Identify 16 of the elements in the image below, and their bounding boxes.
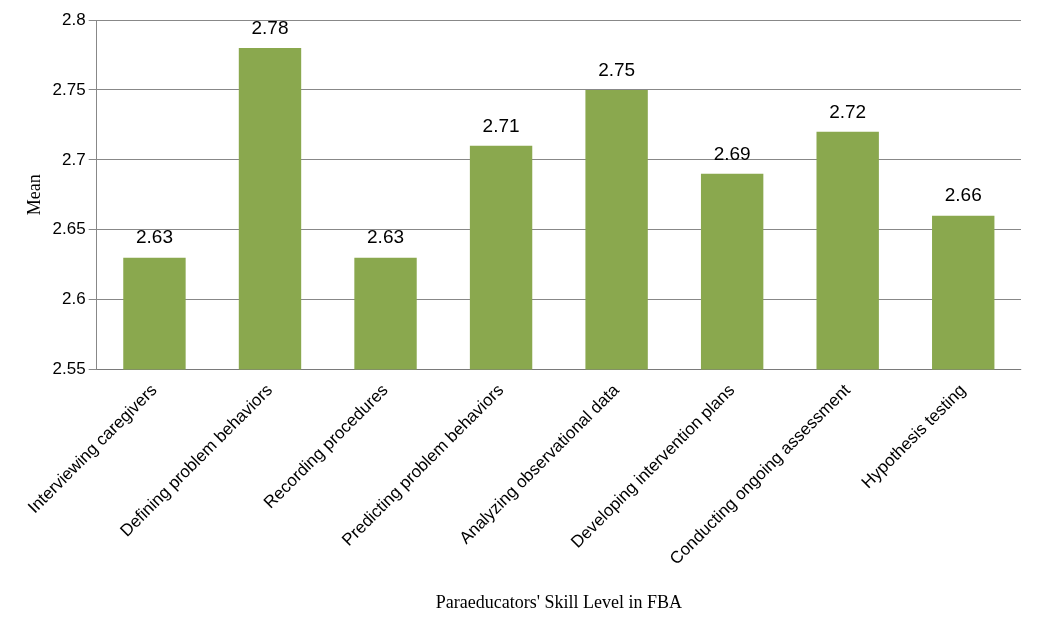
data-label: 2.72 <box>829 100 867 122</box>
y-tick-label: 2.65 <box>52 219 86 239</box>
x-axis-title: Paraeducators' Skill Level in FBA <box>435 591 682 612</box>
y-tick-label: 2.75 <box>52 79 86 99</box>
data-label: 2.75 <box>598 58 636 80</box>
y-tick-label: 2.6 <box>62 289 86 309</box>
data-label: 2.71 <box>482 114 520 136</box>
data-label: 2.63 <box>367 226 405 248</box>
data-label: 2.69 <box>713 142 751 164</box>
y-tick-label: 2.7 <box>62 149 86 169</box>
data-label: 2.66 <box>944 184 982 206</box>
data-label: 2.63 <box>135 226 173 248</box>
y-tick-label: 2.55 <box>52 359 86 379</box>
y-axis-title: Mean <box>23 174 44 216</box>
y-tick-label: 2.8 <box>62 9 86 29</box>
data-label: 2.78 <box>251 16 289 38</box>
